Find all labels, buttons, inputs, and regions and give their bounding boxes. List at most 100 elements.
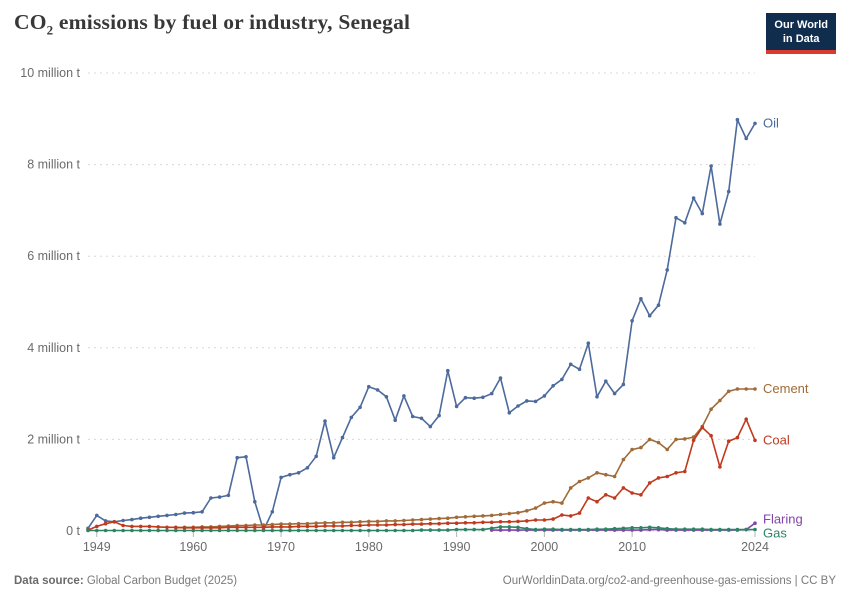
series-marker-coal [226, 525, 231, 530]
series-marker-coal [296, 524, 301, 529]
series-marker-gas [156, 528, 160, 533]
owid-logo[interactable]: Our World in Data [766, 13, 836, 54]
page-title: CO2 emissions by fuel or industry, Seneg… [14, 10, 410, 38]
series-marker-gas [182, 528, 187, 533]
y-axis-tick-label: 4 million t [27, 341, 80, 355]
series-marker-gas [726, 527, 731, 532]
series-marker-cement [709, 407, 713, 412]
series-marker-coal [595, 499, 599, 504]
series-marker-oil [463, 395, 468, 400]
series-label-oil: Oil [763, 115, 779, 130]
series-marker-cement [753, 387, 757, 391]
series-marker-gas [472, 527, 477, 532]
series-marker-cement [744, 387, 748, 391]
series-marker-coal [525, 519, 529, 523]
x-axis-tick-label: 1980 [355, 540, 383, 554]
series-marker-cement [586, 476, 591, 480]
series-marker-cement [331, 521, 336, 525]
series-marker-oil [130, 517, 134, 522]
series-marker-oil [323, 419, 327, 423]
series-marker-coal [621, 486, 626, 490]
series-marker-gas [428, 528, 433, 532]
series-marker-gas [147, 528, 152, 533]
series-marker-cement [533, 506, 538, 510]
series-marker-gas [358, 528, 362, 533]
series-marker-cement [498, 512, 503, 517]
series-marker-gas [112, 528, 117, 533]
y-axis-tick-label: 8 million t [27, 158, 80, 172]
series-marker-coal [393, 522, 398, 527]
series-marker-coal [639, 493, 643, 497]
series-marker-cement [665, 447, 669, 452]
series-marker-oil [244, 455, 248, 459]
series-marker-cement [419, 517, 424, 522]
series-marker-cement [437, 516, 441, 521]
series-marker-gas [165, 528, 169, 533]
series-marker-oil [367, 384, 371, 389]
series-marker-oil [103, 519, 108, 523]
title-text-rest: emissions by fuel or industry, Senegal [53, 10, 411, 34]
series-marker-cement [305, 521, 310, 526]
series-marker-oil [340, 435, 345, 440]
series-marker-gas [507, 525, 512, 529]
series-marker-gas [393, 528, 398, 533]
series-marker-coal [174, 525, 178, 530]
series-marker-coal [375, 523, 380, 527]
series-marker-oil [656, 303, 661, 307]
series-marker-gas [331, 528, 336, 533]
series-marker-coal [279, 525, 283, 529]
series-marker-coal [498, 520, 503, 524]
series-marker-oil [595, 395, 599, 399]
series-marker-oil [182, 511, 187, 515]
series-marker-coal [542, 518, 547, 522]
series-marker-coal [340, 524, 345, 528]
x-axis-tick-label: 2000 [530, 540, 558, 554]
series-marker-oil [604, 379, 608, 384]
series-marker-oil [305, 466, 310, 470]
series-marker-gas [463, 527, 468, 532]
series-marker-oil [700, 211, 705, 216]
series-marker-coal [656, 476, 661, 480]
series-marker-oil [586, 341, 591, 346]
series-marker-oil [683, 221, 687, 225]
series-marker-cement [393, 519, 398, 523]
series-label-cement: Cement [763, 381, 809, 396]
series-marker-gas [244, 528, 248, 533]
series-marker-cement [402, 518, 406, 523]
series-marker-coal [270, 525, 275, 529]
series-marker-gas [498, 525, 503, 529]
series-marker-coal [507, 520, 512, 524]
series-marker-coal [560, 513, 564, 517]
series-marker-gas [323, 528, 327, 533]
series-marker-coal [138, 524, 143, 529]
series-marker-oil [630, 319, 634, 323]
series-marker-gas [595, 527, 599, 531]
series-marker-oil [209, 496, 213, 500]
series-marker-coal [209, 526, 213, 530]
series-label-gas: Gas [763, 525, 787, 540]
series-marker-oil [270, 510, 275, 514]
series-marker-coal [235, 525, 239, 530]
series-marker-gas [296, 528, 301, 533]
series-marker-gas [200, 528, 204, 533]
series-marker-coal [489, 520, 494, 525]
series-marker-cement [384, 519, 389, 523]
series-marker-oil [314, 454, 319, 459]
series-marker-cement [323, 521, 327, 525]
series-marker-oil [542, 394, 547, 398]
series-marker-cement [349, 520, 354, 525]
series-marker-oil [253, 499, 257, 504]
series-marker-oil [498, 376, 503, 380]
x-axis-tick-label: 1960 [179, 540, 207, 554]
series-marker-oil [235, 455, 239, 460]
series-marker-coal [604, 493, 608, 497]
series-line-oil [87, 118, 756, 531]
series-marker-gas [95, 528, 99, 533]
series-marker-coal [217, 526, 222, 530]
series-marker-oil [568, 362, 573, 367]
series-marker-oil [472, 396, 477, 401]
series-marker-coal [744, 417, 748, 422]
series-marker-oil [428, 424, 433, 429]
license-link[interactable]: OurWorldinData.org/co2-and-greenhouse-ga… [502, 575, 836, 587]
